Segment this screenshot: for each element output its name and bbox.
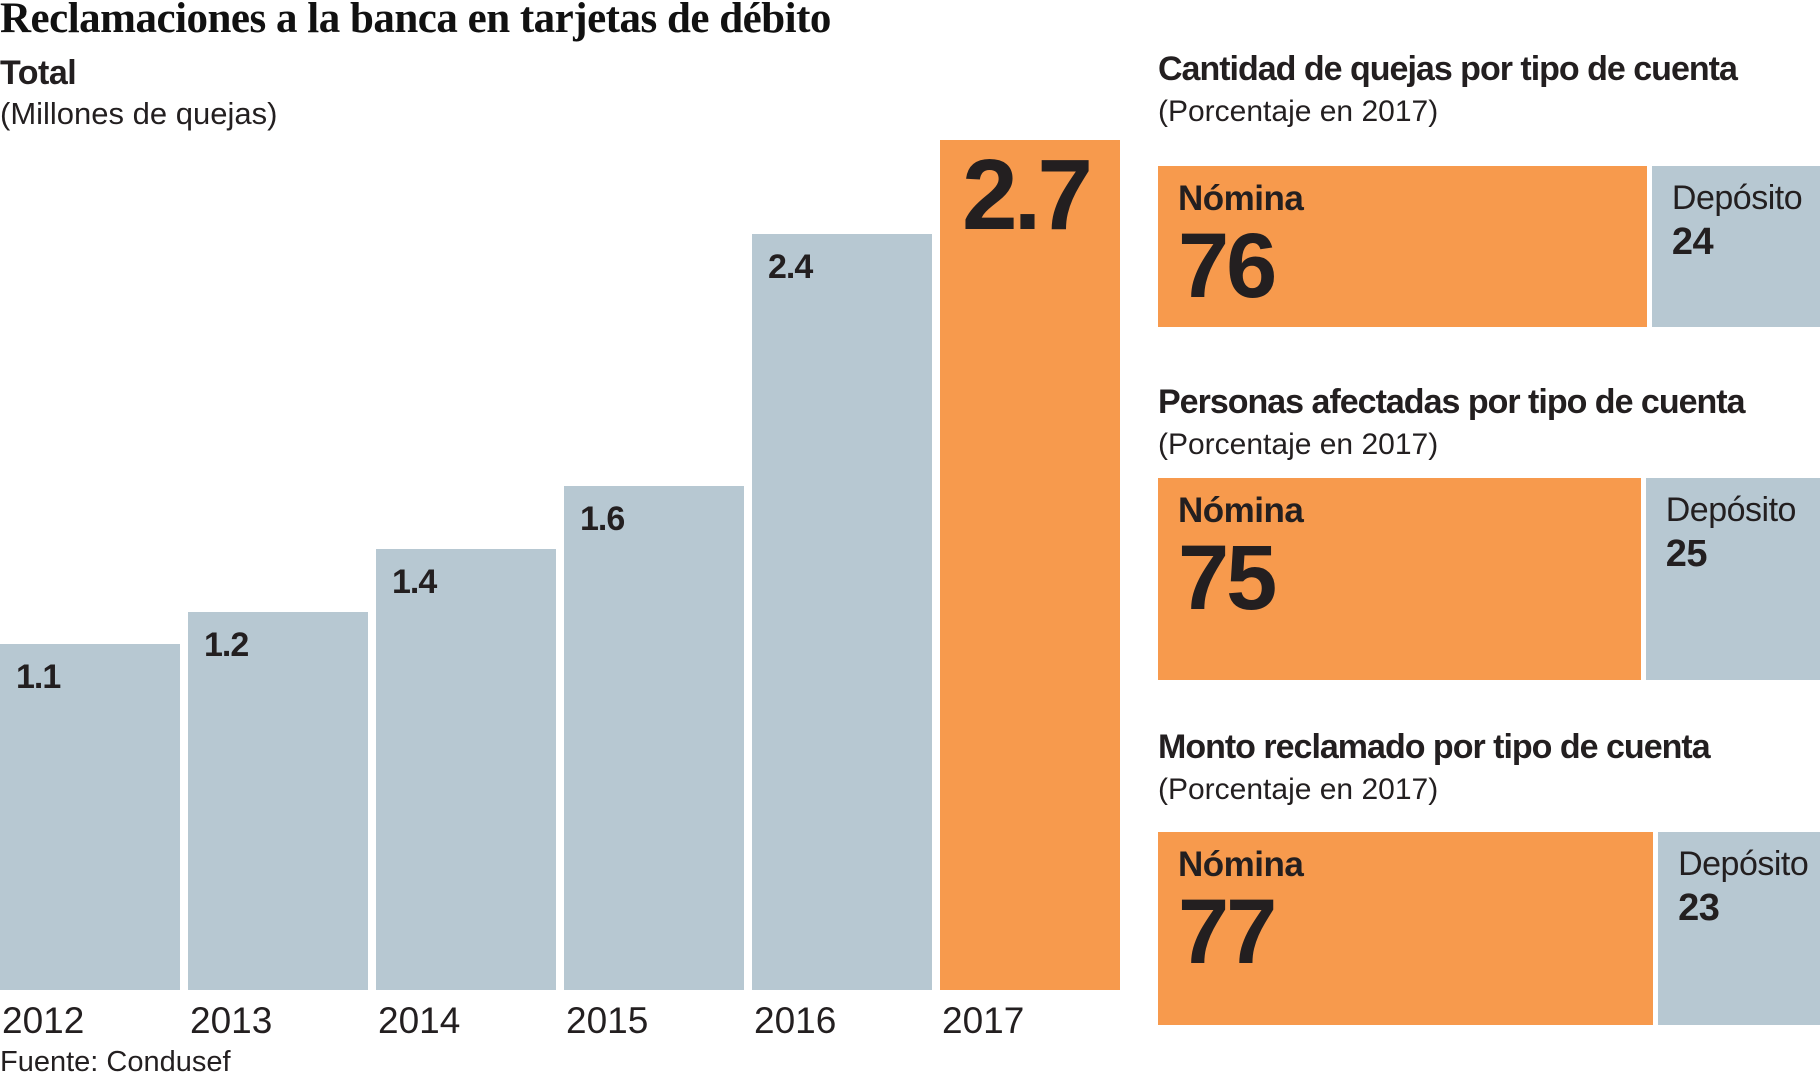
hbar-3: Nómina 77 Depósito 23 xyxy=(1158,831,1820,1025)
total-chart-units: (Millones de quejas) xyxy=(0,96,278,131)
segment-nomina: Nómina 75 xyxy=(1158,477,1641,680)
segment-deposito: Depósito 24 xyxy=(1651,165,1820,327)
source-credit: Fuente: Condusef xyxy=(0,1046,231,1078)
segment-value: 77 xyxy=(1178,881,1277,984)
panel-cantidad-quejas-subtitle: (Porcentaje en 2017) xyxy=(1158,95,1439,129)
segment-value: 75 xyxy=(1178,527,1277,630)
segment-label: Depósito xyxy=(1665,490,1797,529)
segment-label: Depósito xyxy=(1678,844,1809,883)
hbar-2: Nómina 75 Depósito 25 xyxy=(1158,477,1820,680)
segment-value: 76 xyxy=(1178,215,1277,318)
total-bar-2014: 1.4 xyxy=(376,549,556,990)
panel-cantidad-quejas: Cantidad de quejas por tipo de cuenta (P… xyxy=(1158,50,1820,327)
panel-monto-reclamado-title: Monto reclamado por tipo de cuenta xyxy=(1158,728,1711,766)
segment-label: Depósito xyxy=(1671,178,1803,217)
x-axis-label-2016: 2016 xyxy=(754,1000,837,1041)
total-bars-plot: 1.1 2012 1.2 2013 1.4 2014 1.6 2015 2.4 2016 2.7 20… xyxy=(0,140,1128,1039)
total-bar-2013: 1.2 xyxy=(188,612,368,990)
x-axis-label-2013: 2013 xyxy=(190,1000,273,1041)
segment-value: 23 xyxy=(1678,886,1720,929)
x-axis-label-2015: 2015 xyxy=(566,1000,649,1041)
total-bar-value-2015: 1.6 xyxy=(580,500,625,538)
segment-nomina: Nómina 77 xyxy=(1158,831,1654,1025)
panel-cantidad-quejas-title: Cantidad de quejas por tipo de cuenta xyxy=(1158,50,1738,88)
segment-label: Nómina xyxy=(1178,844,1304,884)
x-axis-label-2012: 2012 xyxy=(2,1000,85,1041)
total-bar-2016: 2.4 xyxy=(752,234,932,990)
total-bar-value-2016: 2.4 xyxy=(768,248,813,286)
page-title: Reclamaciones a la banca en tarjetas de … xyxy=(0,0,831,42)
panel-monto-reclamado: Monto reclamado por tipo de cuenta (Porc… xyxy=(1158,728,1820,1025)
total-bar-2012: 1.1 xyxy=(0,644,180,990)
hbar-1: Nómina 76 Depósito 24 xyxy=(1158,165,1820,327)
segment-nomina: Nómina 76 xyxy=(1158,165,1647,327)
total-bar-value-2014: 1.4 xyxy=(392,563,437,601)
total-bar-value-2017: 2.7 xyxy=(962,139,1093,251)
panel-monto-reclamado-subtitle: (Porcentaje en 2017) xyxy=(1158,773,1439,807)
total-chart-title: Total xyxy=(0,54,77,92)
x-axis-label-2017: 2017 xyxy=(942,1000,1025,1041)
panel-personas-afectadas-title: Personas afectadas por tipo de cuenta xyxy=(1158,383,1746,421)
segment-value: 24 xyxy=(1671,220,1714,263)
segment-deposito: Depósito 23 xyxy=(1658,831,1820,1025)
segment-label: Nómina xyxy=(1178,178,1304,218)
total-bar-value-2013: 1.2 xyxy=(204,626,249,664)
x-axis-label-2014: 2014 xyxy=(378,1000,461,1041)
segment-value: 25 xyxy=(1665,532,1708,575)
segment-label: Nómina xyxy=(1178,490,1304,530)
panel-personas-afectadas-subtitle: (Porcentaje en 2017) xyxy=(1158,428,1439,462)
total-bar-2017: 2.7 xyxy=(940,140,1120,990)
panel-personas-afectadas: Personas afectadas por tipo de cuenta (P… xyxy=(1158,383,1820,680)
segment-deposito: Depósito 25 xyxy=(1645,477,1820,680)
total-bar-value-2012: 1.1 xyxy=(16,658,61,696)
total-bar-2015: 1.6 xyxy=(564,486,744,990)
